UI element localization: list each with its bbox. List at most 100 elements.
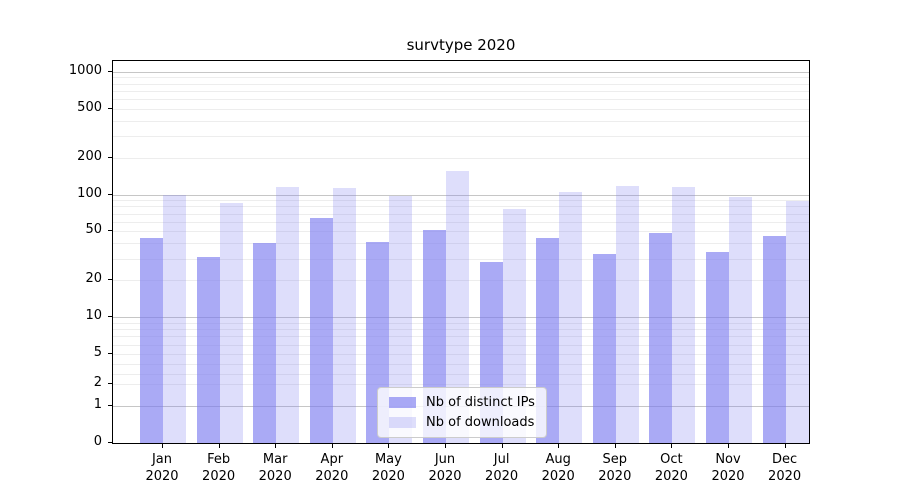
chart-title: survtype 2020 xyxy=(406,36,516,54)
x-tick-mark xyxy=(784,444,786,448)
minor-gridline xyxy=(113,108,809,110)
y-tick-mark xyxy=(108,70,112,72)
bar-downloads xyxy=(332,188,356,443)
x-tick-label: Apr 2020 xyxy=(302,451,362,485)
minor-gridline xyxy=(113,77,809,79)
x-tick-month: Nov xyxy=(715,452,741,467)
minor-gridline xyxy=(113,200,809,202)
y-tick-mark xyxy=(108,107,112,109)
minor-gridline xyxy=(113,135,809,137)
y-tick-mark xyxy=(108,230,112,232)
x-tick-month: Sep xyxy=(602,452,628,467)
legend-item: Nb of downloads xyxy=(389,415,535,430)
minor-gridline xyxy=(113,344,809,346)
bar-downloads xyxy=(559,191,583,443)
x-tick-label: Dec 2020 xyxy=(755,451,815,485)
bar-downloads xyxy=(672,187,696,443)
bar-distinct-ips xyxy=(309,218,333,443)
bar-downloads xyxy=(785,201,809,443)
bar-downloads xyxy=(502,209,526,443)
minor-gridline xyxy=(113,231,809,233)
x-tick-year: 2020 xyxy=(315,469,349,484)
x-tick-mark xyxy=(275,444,277,448)
y-tick-label: 50 xyxy=(85,222,102,238)
y-tick-mark xyxy=(108,405,112,407)
x-tick-mark xyxy=(388,444,390,448)
minor-gridline xyxy=(113,90,809,92)
x-tick-mark xyxy=(614,444,616,448)
minor-gridline xyxy=(113,322,809,324)
legend-swatch xyxy=(389,397,416,408)
minor-gridline xyxy=(113,364,809,366)
x-tick-label: Oct 2020 xyxy=(641,451,701,485)
minor-gridline xyxy=(113,383,809,385)
x-tick-year: 2020 xyxy=(202,469,236,484)
minor-gridline xyxy=(113,98,809,100)
minor-gridline xyxy=(113,374,809,375)
bar-distinct-ips xyxy=(762,235,786,443)
y-tick-label: 10 xyxy=(85,308,102,324)
bar-downloads xyxy=(729,197,752,443)
x-tick-month: Oct xyxy=(660,452,683,467)
bars-layer xyxy=(113,61,809,443)
x-tick-month: Dec xyxy=(772,452,798,467)
x-tick-mark xyxy=(728,444,729,448)
x-tick-mark xyxy=(671,444,673,448)
x-tick-month: Apr xyxy=(320,452,344,467)
legend-label: Nb of distinct IPs xyxy=(426,395,535,410)
bar-distinct-ips xyxy=(592,253,616,443)
x-tick-year: 2020 xyxy=(371,469,405,484)
legend: Nb of distinct IPs Nb of downloads xyxy=(377,387,547,438)
x-tick-year: 2020 xyxy=(145,469,179,484)
x-tick-month: May xyxy=(374,452,402,467)
minor-gridline xyxy=(113,83,809,85)
x-tick-mark xyxy=(218,444,220,448)
x-tick-label: May 2020 xyxy=(358,451,418,485)
x-tick-year: 2020 xyxy=(485,469,519,484)
plot-area: Nb of distinct IPs Nb of downloads xyxy=(112,60,810,444)
y-tick-mark xyxy=(108,193,112,195)
x-tick-label: Jan 2020 xyxy=(132,451,192,485)
x-tick-month: Aug xyxy=(545,452,571,467)
x-tick-mark xyxy=(501,444,503,448)
major-gridline xyxy=(113,317,809,319)
x-tick-year: 2020 xyxy=(654,469,688,484)
x-tick-mark xyxy=(558,444,560,448)
x-tick-month: Jun xyxy=(434,452,456,467)
bar-downloads xyxy=(219,203,243,443)
minor-gridline xyxy=(113,206,809,208)
x-tick-month: Feb xyxy=(207,452,231,467)
y-tick-label: 1000 xyxy=(68,62,102,78)
x-tick-label: Jul 2020 xyxy=(472,451,532,485)
major-gridline xyxy=(113,71,809,73)
major-gridline xyxy=(113,194,809,196)
x-tick-month: Mar xyxy=(262,452,288,467)
x-tick-year: 2020 xyxy=(598,469,632,484)
bar-downloads xyxy=(276,187,300,443)
minor-gridline xyxy=(113,157,809,159)
minor-gridline xyxy=(113,258,809,260)
y-tick-label: 200 xyxy=(77,148,102,164)
bar-distinct-ips xyxy=(196,256,220,443)
x-tick-year: 2020 xyxy=(258,469,292,484)
bar-downloads xyxy=(163,194,186,443)
y-tick-mark xyxy=(108,442,112,443)
minor-gridline xyxy=(113,221,809,223)
gridlines xyxy=(113,61,809,443)
x-tick-label: Aug 2020 xyxy=(528,451,588,485)
x-tick-year: 2020 xyxy=(768,469,802,484)
x-tick-mark xyxy=(331,444,333,448)
y-tick-label: 1 xyxy=(93,397,102,413)
legend-swatch xyxy=(389,417,416,428)
legend-label: Nb of downloads xyxy=(426,415,535,430)
x-tick-mark xyxy=(162,444,163,448)
y-tick-mark xyxy=(108,279,112,281)
y-tick-label: 20 xyxy=(85,271,102,287)
y-tick-mark xyxy=(108,316,112,318)
x-tick-label: Nov 2020 xyxy=(698,451,758,485)
bar-distinct-ips xyxy=(140,238,163,443)
bar-distinct-ips xyxy=(253,243,277,443)
minor-gridline xyxy=(113,120,809,122)
minor-gridline xyxy=(113,213,809,215)
